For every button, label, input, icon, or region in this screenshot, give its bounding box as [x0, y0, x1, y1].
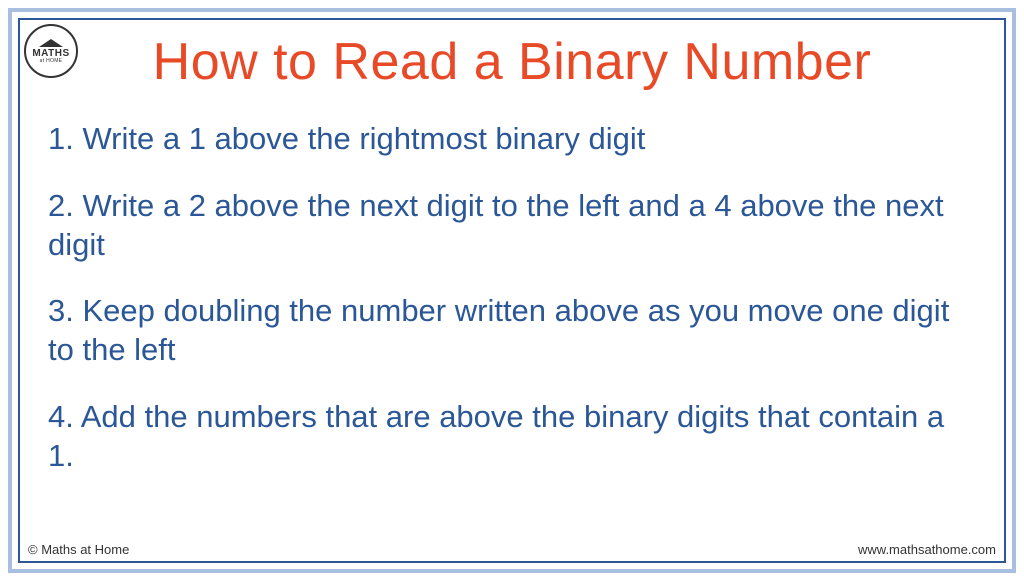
step-2: 2. Write a 2 above the next digit to the…: [48, 187, 976, 265]
step-3: 3. Keep doubling the number written abov…: [48, 292, 976, 370]
step-4: 4. Add the numbers that are above the bi…: [48, 398, 976, 476]
footer-copyright: © Maths at Home: [28, 542, 129, 557]
logo-text-main: MATHS: [32, 49, 69, 59]
inner-frame: MATHS at HOME How to Read a Binary Numbe…: [18, 18, 1006, 563]
logo-badge: MATHS at HOME: [24, 24, 78, 78]
logo-text-sub: at HOME: [40, 59, 63, 64]
footer-url: www.mathsathome.com: [858, 542, 996, 557]
outer-frame: MATHS at HOME How to Read a Binary Numbe…: [8, 8, 1016, 573]
step-1: 1. Write a 1 above the rightmost binary …: [48, 120, 976, 159]
house-roof-icon: [39, 39, 63, 47]
page-title: How to Read a Binary Number: [48, 32, 976, 92]
